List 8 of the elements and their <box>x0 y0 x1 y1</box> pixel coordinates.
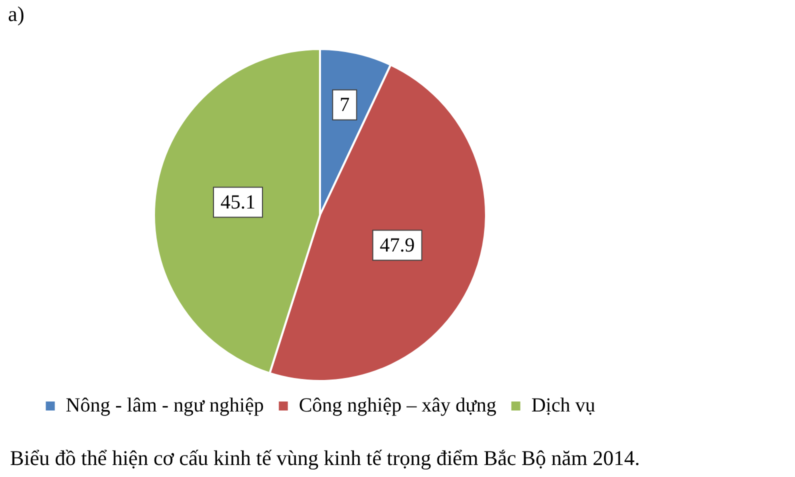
legend-label: Công nghiệp – xây dựng <box>298 394 496 416</box>
text: Biểu đồ thể hiện cơ cấu kinh tế vùng kinh tế trọng điểm Bắc Bộ năm 2014. <box>10 446 640 471</box>
legend-label: Dịch vụ <box>531 394 596 416</box>
data-label: 47.9 <box>380 234 415 257</box>
legend-label: Nông - lâm - ngư nghiệp <box>66 394 264 416</box>
data-label: 45.1 <box>220 192 256 214</box>
data-label: 7 <box>340 94 350 116</box>
text: a) <box>8 2 24 27</box>
